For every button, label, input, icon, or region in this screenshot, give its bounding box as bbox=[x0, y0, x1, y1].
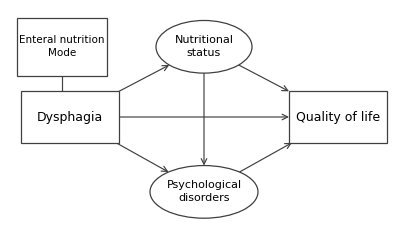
Text: Dysphagia: Dysphagia bbox=[37, 110, 103, 124]
FancyBboxPatch shape bbox=[289, 91, 387, 143]
Text: Psychological
disorders: Psychological disorders bbox=[166, 180, 242, 204]
Text: Quality of life: Quality of life bbox=[296, 110, 380, 124]
FancyBboxPatch shape bbox=[21, 91, 119, 143]
Text: Nutritional
status: Nutritional status bbox=[174, 35, 234, 58]
Ellipse shape bbox=[156, 20, 252, 73]
Text: Enteral nutrition
Mode: Enteral nutrition Mode bbox=[19, 35, 105, 58]
Ellipse shape bbox=[150, 166, 258, 218]
FancyBboxPatch shape bbox=[17, 18, 107, 76]
